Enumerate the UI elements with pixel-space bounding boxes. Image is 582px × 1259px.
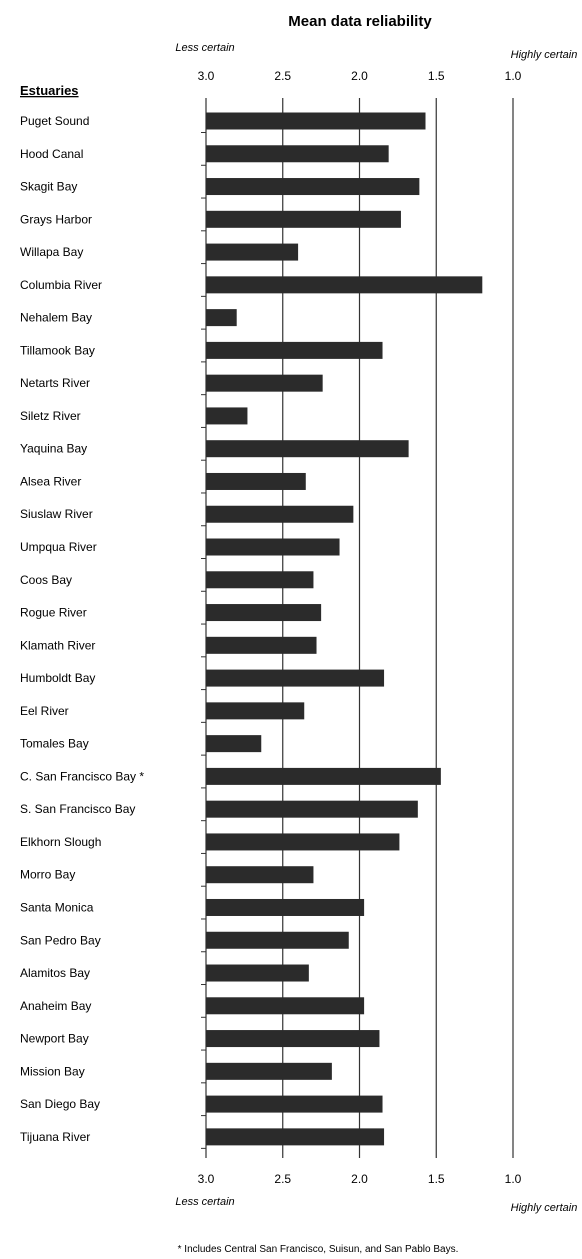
category-label: S. San Francisco Bay xyxy=(20,802,135,816)
category-label: Columbia River xyxy=(20,278,102,292)
bottom-tick-label: 1.5 xyxy=(428,1172,445,1186)
category-label: Rogue River xyxy=(20,606,87,620)
bar xyxy=(206,407,247,424)
bar xyxy=(206,506,353,523)
bar xyxy=(206,211,401,228)
bar xyxy=(206,604,321,621)
bar xyxy=(206,571,313,588)
bottom-highly-certain-label: Highly certain xyxy=(511,1202,578,1214)
bar xyxy=(206,276,482,293)
bar xyxy=(206,866,313,883)
bar xyxy=(206,244,298,261)
category-label: Siletz River xyxy=(20,409,81,423)
category-label: Netarts River xyxy=(20,376,90,390)
bar xyxy=(206,1030,379,1047)
bar xyxy=(206,178,419,195)
bar xyxy=(206,342,383,359)
category-label: San Pedro Bay xyxy=(20,933,101,947)
category-label: Tijuana River xyxy=(20,1130,90,1144)
top-tick-labels: 3.0 2.5 2.0 1.5 1.0 xyxy=(198,69,522,83)
category-label: Puget Sound xyxy=(20,114,89,128)
bottom-less-certain-label: Less certain xyxy=(175,1196,234,1208)
top-tick-label: 3.0 xyxy=(198,69,215,83)
category-label: Klamath River xyxy=(20,638,95,652)
category-label: Hood Canal xyxy=(20,147,83,161)
bar xyxy=(206,309,237,326)
category-label: Alamitos Bay xyxy=(20,966,90,980)
bar xyxy=(206,965,309,982)
bar xyxy=(206,145,389,162)
top-tick-label: 2.0 xyxy=(351,69,368,83)
bar xyxy=(206,1096,383,1113)
category-label: Morro Bay xyxy=(20,868,75,882)
category-label: Umpqua River xyxy=(20,540,97,554)
bar xyxy=(206,1128,384,1145)
bars xyxy=(201,113,482,1149)
bar xyxy=(206,735,261,752)
bottom-tick-label: 2.0 xyxy=(351,1172,368,1186)
top-tick-label: 2.5 xyxy=(274,69,291,83)
bottom-tick-label: 2.5 xyxy=(274,1172,291,1186)
category-labels: Puget Sound Hood Canal Skagit Bay Grays Har… xyxy=(20,114,144,1144)
category-label: Alsea River xyxy=(20,474,81,488)
category-label: Grays Harbor xyxy=(20,212,92,226)
bar xyxy=(206,113,426,130)
category-label: Siuslaw River xyxy=(20,507,93,521)
bar xyxy=(206,899,364,916)
bottom-tick-label: 3.0 xyxy=(198,1172,215,1186)
bottom-tick-label: 1.0 xyxy=(505,1172,522,1186)
bar xyxy=(206,473,306,490)
bar xyxy=(206,801,418,818)
category-label: Mission Bay xyxy=(20,1064,85,1078)
category-label: Humboldt Bay xyxy=(20,671,95,685)
category-label: San Diego Bay xyxy=(20,1097,100,1111)
top-tick-label: 1.5 xyxy=(428,69,445,83)
bar xyxy=(206,670,384,687)
footnote: * Includes Central San Francisco, Suisun… xyxy=(178,1244,459,1255)
category-label: Newport Bay xyxy=(20,1032,89,1046)
category-label: Willapa Bay xyxy=(20,245,83,259)
category-label: Anaheim Bay xyxy=(20,999,91,1013)
category-label: Coos Bay xyxy=(20,573,72,587)
top-tick-label: 1.0 xyxy=(505,69,522,83)
bar xyxy=(206,932,349,949)
bar xyxy=(206,702,304,719)
top-less-certain-label: Less certain xyxy=(175,42,234,54)
category-label: Elkhorn Slough xyxy=(20,835,101,849)
bar xyxy=(206,997,364,1014)
bar xyxy=(206,833,399,850)
category-label: Tillamook Bay xyxy=(20,343,95,357)
category-label: Tomales Bay xyxy=(20,737,89,751)
bar xyxy=(206,375,323,392)
category-label: Skagit Bay xyxy=(20,180,77,194)
bar xyxy=(206,440,409,457)
bottom-tick-labels: 3.0 2.5 2.0 1.5 1.0 xyxy=(198,1172,522,1186)
category-label: C. San Francisco Bay * xyxy=(20,769,144,783)
bar xyxy=(206,768,441,785)
top-highly-certain-label: Highly certain xyxy=(511,49,578,61)
bar xyxy=(206,637,317,654)
bar xyxy=(206,1063,332,1080)
category-label: Yaquina Bay xyxy=(20,442,87,456)
chart-title: Mean data reliability xyxy=(288,13,432,30)
bar xyxy=(206,539,340,556)
category-header: Estuaries xyxy=(20,83,79,98)
category-label: Santa Monica xyxy=(20,900,94,914)
category-label: Nehalem Bay xyxy=(20,311,92,325)
category-label: Eel River xyxy=(20,704,69,718)
